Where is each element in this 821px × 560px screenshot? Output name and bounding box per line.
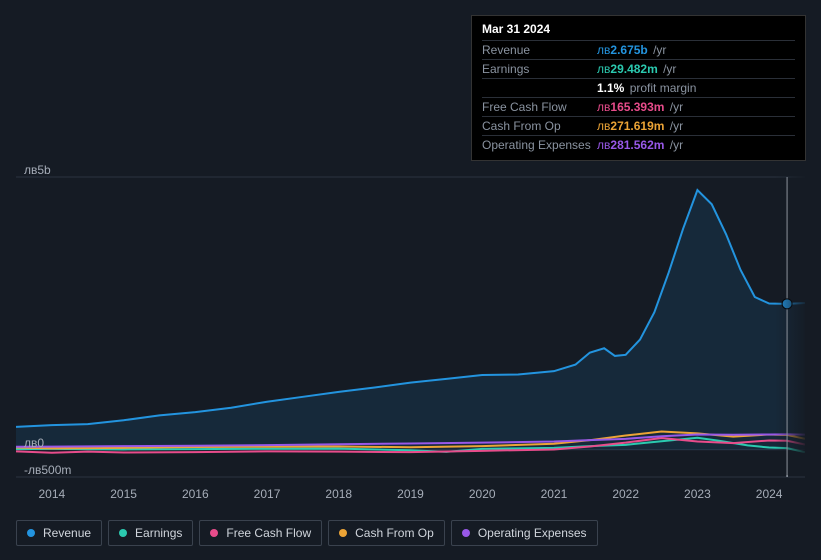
legend-dot-icon [210,529,218,537]
tooltip-metric-value: 1.1% profit margin [597,81,696,95]
x-axis-label: 2023 [684,487,711,501]
tooltip-row: Operating Expensesлв281.562m /yr [482,135,795,154]
legend-item-earnings[interactable]: Earnings [108,520,193,546]
tooltip-metric-label: Operating Expenses [482,138,597,152]
legend-dot-icon [27,529,35,537]
x-axis-label: 2020 [469,487,496,501]
tooltip-metric-label: Free Cash Flow [482,100,597,114]
tooltip-date: Mar 31 2024 [482,22,795,36]
legend-label: Operating Expenses [478,526,587,540]
tooltip-row: 1.1% profit margin [482,78,795,97]
y-axis-label: лв5b [24,163,51,177]
x-axis-label: 2018 [325,487,352,501]
tooltip-row: Cash From Opлв271.619m /yr [482,116,795,135]
x-axis-label: 2016 [182,487,209,501]
legend-item-cfo[interactable]: Cash From Op [328,520,445,546]
x-axis-label: 2022 [612,487,639,501]
x-axis-label: 2019 [397,487,424,501]
tooltip-metric-label: Cash From Op [482,119,597,133]
tooltip-metric-label: Revenue [482,43,597,57]
tooltip-metric-value: лв281.562m /yr [597,138,683,152]
legend-dot-icon [462,529,470,537]
financial-chart[interactable]: лв5b лв0 -лв500m [16,155,805,480]
legend-item-fcf[interactable]: Free Cash Flow [199,520,322,546]
x-axis-label: 2024 [756,487,783,501]
y-axis-label: лв0 [24,436,44,450]
x-axis-label: 2015 [110,487,137,501]
x-axis-label: 2021 [541,487,568,501]
financial-tooltip: Mar 31 2024 Revenueлв2.675b /yrEarningsл… [471,15,806,161]
tooltip-metric-value: лв165.393m /yr [597,100,683,114]
x-axis: 2014 2015 2016 2017 2018 2019 2020 2021 2022 2023… [16,487,821,503]
tooltip-metric-value: лв2.675b /yr [597,43,666,57]
legend-label: Cash From Op [355,526,434,540]
tooltip-metric-label: Earnings [482,62,597,76]
legend-dot-icon [339,529,347,537]
tooltip-metric-value: лв29.482m /yr [597,62,676,76]
tooltip-row: Free Cash Flowлв165.393m /yr [482,97,795,116]
y-axis-label: -лв500m [24,463,71,477]
legend-item-revenue[interactable]: Revenue [16,520,102,546]
chart-legend: Revenue Earnings Free Cash Flow Cash From O… [16,520,598,546]
x-axis-label: 2017 [254,487,281,501]
legend-label: Free Cash Flow [226,526,311,540]
legend-item-opex[interactable]: Operating Expenses [451,520,598,546]
legend-label: Revenue [43,526,91,540]
tooltip-metric-label [482,81,597,95]
x-axis-label: 2014 [39,487,66,501]
tooltip-metric-value: лв271.619m /yr [597,119,683,133]
legend-label: Earnings [135,526,182,540]
tooltip-row: Revenueлв2.675b /yr [482,40,795,59]
tooltip-row: Earningsлв29.482m /yr [482,59,795,78]
legend-dot-icon [119,529,127,537]
